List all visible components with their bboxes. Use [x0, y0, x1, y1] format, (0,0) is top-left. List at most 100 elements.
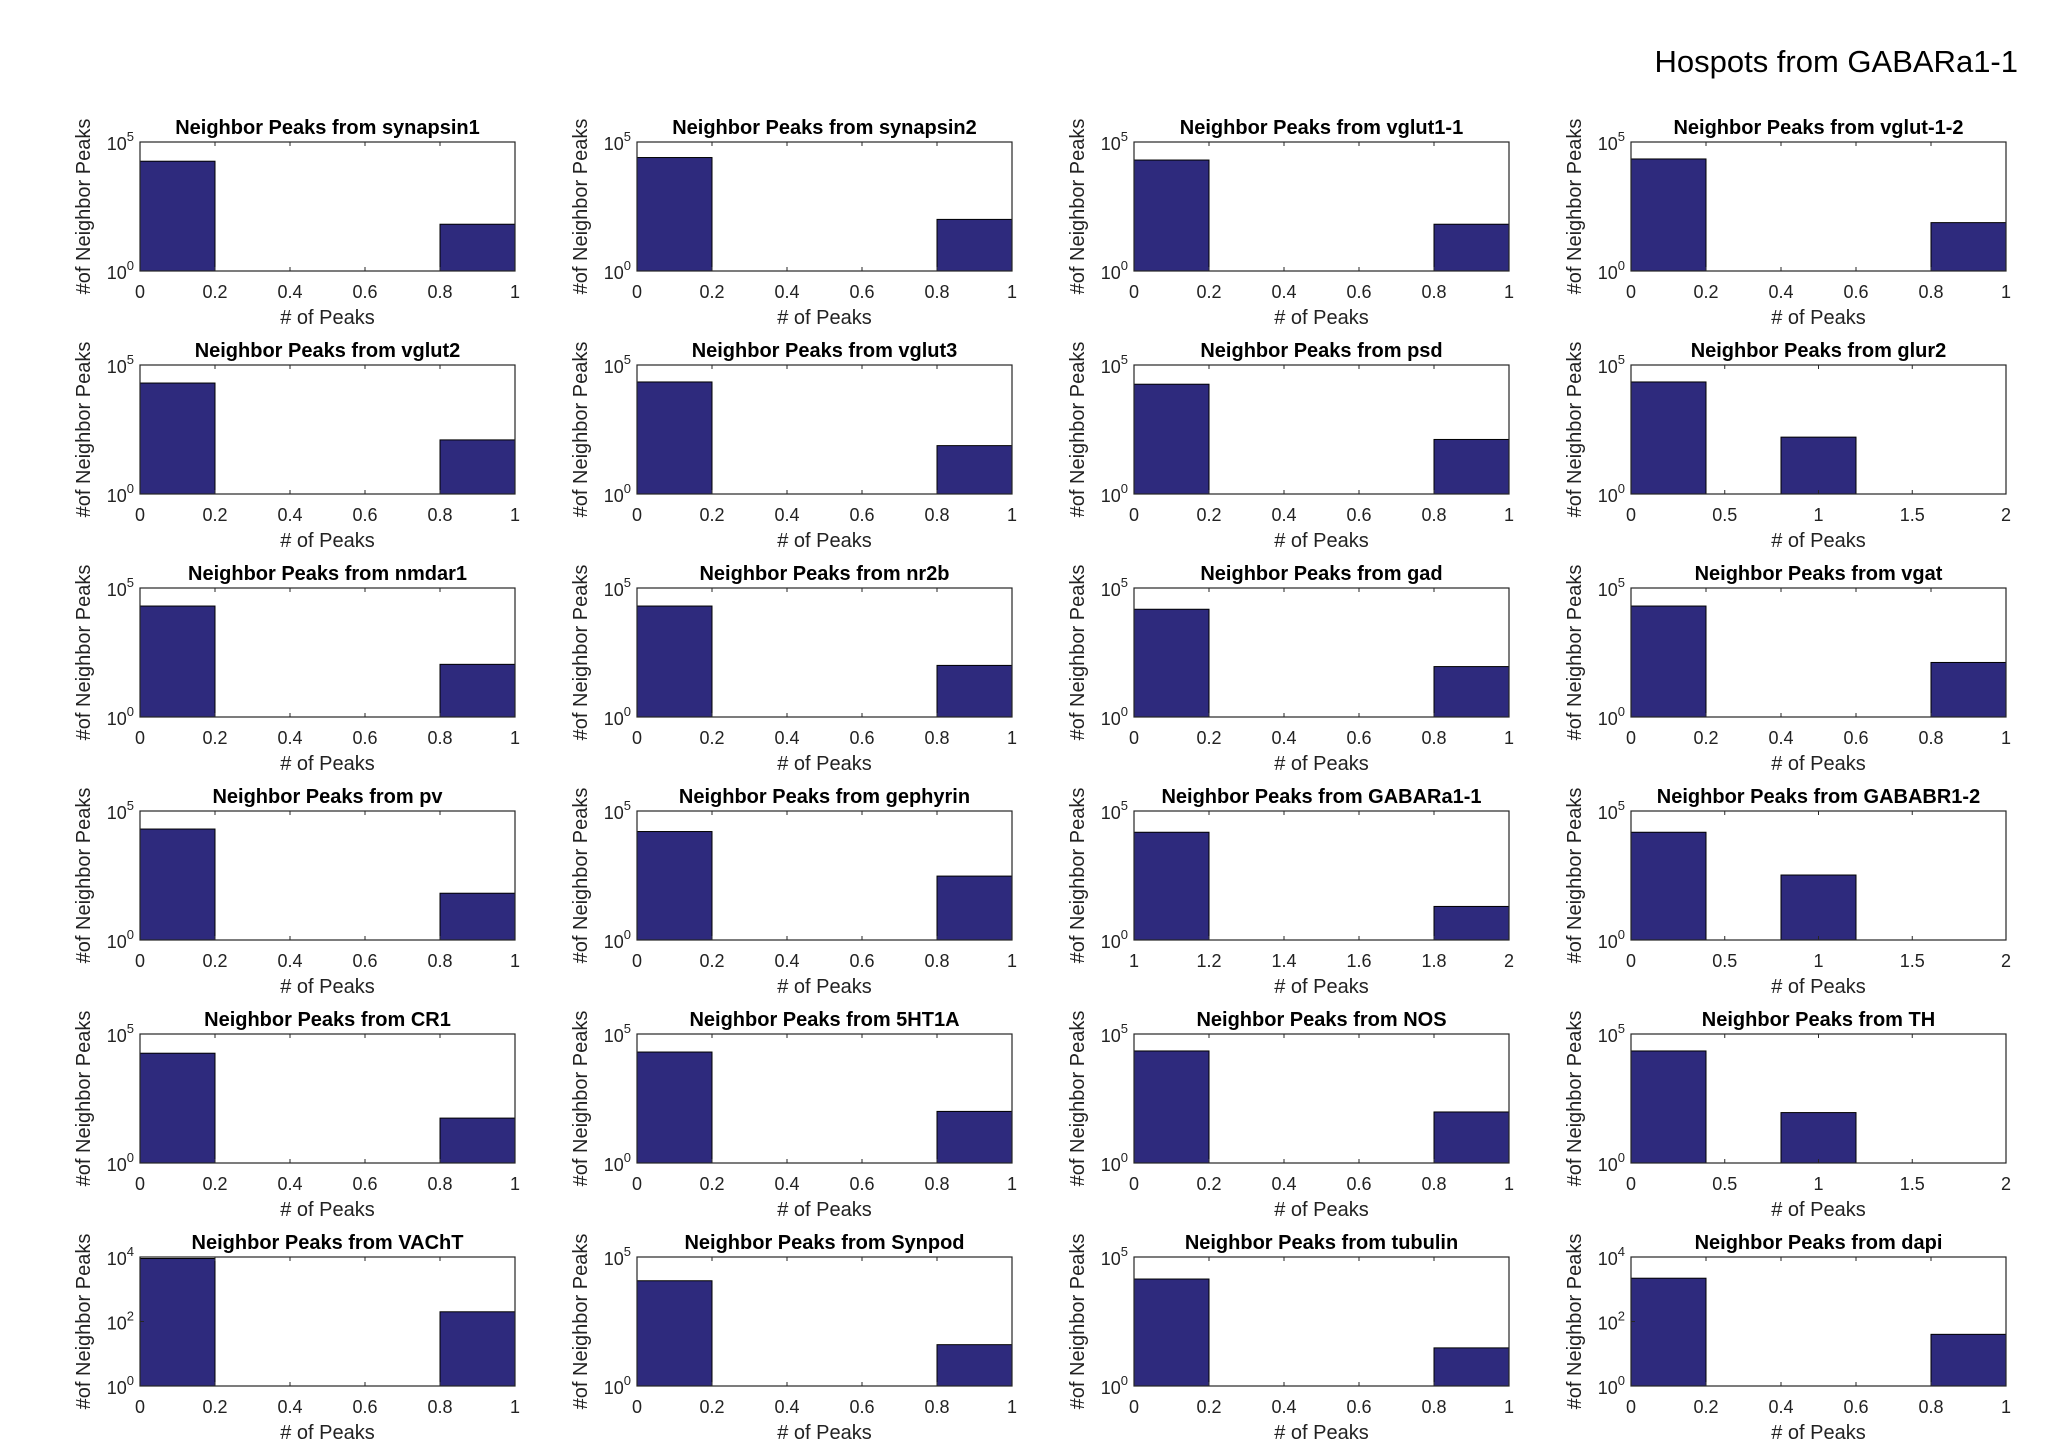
y-tick-label: 100 — [107, 1373, 134, 1398]
histogram-bar — [1930, 222, 2007, 272]
x-tick-label: 0.6 — [1346, 1174, 1371, 1194]
x-tick-label: 0 — [135, 282, 145, 302]
x-tick-label: 0.5 — [1712, 1174, 1737, 1194]
x-tick-label: 0.6 — [1346, 1397, 1371, 1417]
x-tick-label: 0.4 — [774, 505, 799, 525]
y-tick-label: 105 — [604, 129, 631, 154]
histogram-bar — [936, 875, 1013, 941]
histogram-bar — [439, 439, 516, 495]
y-axis-label: #of Neighbor Peaks — [73, 342, 95, 518]
x-tick-label: 0.6 — [849, 728, 874, 748]
x-tick-label: 0.2 — [699, 505, 724, 525]
y-tick-label: 105 — [1101, 1244, 1128, 1269]
x-tick-label: 0 — [1129, 282, 1139, 302]
subplot-title: Neighbor Peaks from pv — [212, 786, 443, 808]
x-tick-label: 0.6 — [1346, 728, 1371, 748]
histogram-bar — [139, 382, 216, 495]
y-tick-label: 102 — [107, 1309, 134, 1334]
x-tick-label: 0 — [1129, 728, 1139, 748]
x-tick-label: 2 — [1504, 951, 1514, 971]
x-tick-label: 0.8 — [427, 1397, 452, 1417]
y-tick-label: 100 — [604, 1373, 631, 1398]
x-tick-label: 1 — [1813, 951, 1823, 971]
x-tick-label: 1 — [2001, 282, 2011, 302]
subplot: 0 0.2 0.4 0.6 0.8 1 100 105 Neighbor Peaks from … — [73, 117, 520, 329]
y-tick-label: 100 — [1101, 1373, 1128, 1398]
y-axis-label: #of Neighbor Peaks — [1067, 1234, 1089, 1410]
subplot-title: Neighbor Peaks from GABABR1-2 — [1657, 786, 1980, 808]
y-tick-label: 104 — [107, 1244, 134, 1269]
x-axis-label: # of Peaks — [1274, 530, 1369, 552]
x-axis-label: # of Peaks — [1274, 753, 1369, 775]
histogram-bar — [139, 828, 216, 941]
axes-box — [139, 1033, 516, 1164]
axes-box — [1133, 1033, 1510, 1164]
histogram-bar — [1433, 1111, 1510, 1164]
x-tick-label: 0 — [135, 505, 145, 525]
subplot-title: Neighbor Peaks from TH — [1702, 1009, 1935, 1031]
y-tick-label: 100 — [107, 1150, 134, 1175]
subplot-title: Neighbor Peaks from synapsin2 — [672, 117, 977, 139]
x-tick-label: 1 — [1504, 1174, 1514, 1194]
x-tick-label: 0.2 — [1196, 282, 1221, 302]
x-tick-label: 0.8 — [924, 1174, 949, 1194]
histogram-bar — [1433, 438, 1510, 495]
histogram-bar — [1433, 223, 1510, 272]
y-axis-label: #of Neighbor Peaks — [1067, 119, 1089, 295]
y-axis-label: #of Neighbor Peaks — [570, 788, 592, 964]
subplot: 0 0.2 0.4 0.6 0.8 1 100 105 Neighbor Peaks from … — [570, 563, 1017, 775]
x-tick-label: 0.6 — [1843, 728, 1868, 748]
x-tick-label: 0 — [632, 951, 642, 971]
y-tick-label: 105 — [107, 575, 134, 600]
axes-box — [1630, 141, 2007, 272]
x-tick-label: 0.6 — [1843, 282, 1868, 302]
x-tick-label: 0.8 — [427, 1174, 452, 1194]
y-tick-label: 105 — [1598, 1021, 1625, 1046]
histogram-bar — [636, 157, 713, 272]
y-tick-label: 100 — [604, 704, 631, 729]
histogram-bar — [936, 445, 1013, 495]
x-tick-label: 0.2 — [699, 1174, 724, 1194]
x-tick-label: 0.4 — [1271, 282, 1296, 302]
x-axis-label: # of Peaks — [280, 530, 375, 552]
histogram-bar — [1133, 383, 1210, 495]
x-tick-label: 1 — [510, 728, 520, 748]
y-tick-label: 105 — [1101, 352, 1128, 377]
x-tick-label: 0.6 — [352, 728, 377, 748]
x-tick-label: 1 — [1504, 1397, 1514, 1417]
x-tick-label: 0 — [1626, 951, 1636, 971]
x-tick-label: 0.6 — [1346, 505, 1371, 525]
x-tick-label: 0.8 — [1918, 282, 1943, 302]
y-axis-label: #of Neighbor Peaks — [570, 119, 592, 295]
x-tick-label: 0.8 — [1918, 1397, 1943, 1417]
x-tick-label: 1 — [510, 505, 520, 525]
x-tick-label: 0.6 — [849, 1174, 874, 1194]
x-tick-label: 0.8 — [427, 282, 452, 302]
x-axis-label: # of Peaks — [280, 307, 375, 329]
x-tick-label: 0 — [1626, 1174, 1636, 1194]
x-tick-label: 0.8 — [1421, 728, 1446, 748]
x-tick-label: 1.5 — [1900, 1174, 1925, 1194]
histogram-bar — [936, 664, 1013, 718]
subplot: 0 0.2 0.4 0.6 0.8 1 100 105 Neighbor Peaks from … — [1564, 117, 2011, 329]
histogram-bar — [1630, 605, 1707, 718]
y-axis-label: #of Neighbor Peaks — [1564, 342, 1586, 518]
histogram-bar — [936, 218, 1013, 272]
x-tick-label: 1.4 — [1271, 951, 1296, 971]
y-axis-label: #of Neighbor Peaks — [1067, 342, 1089, 518]
x-axis-label: # of Peaks — [280, 753, 375, 775]
subplot: 0 0.5 1 1.5 2 100 105 Neighbor Peaks from GABAB… — [1564, 786, 2011, 998]
subplot: 0 0.2 0.4 0.6 0.8 1 100 105 Neighbor Peaks from … — [570, 340, 1017, 552]
x-tick-label: 0.4 — [774, 951, 799, 971]
histogram-bar — [139, 605, 216, 718]
x-tick-label: 1 — [2001, 728, 2011, 748]
y-tick-label: 105 — [1598, 352, 1625, 377]
x-tick-label: 0.6 — [849, 282, 874, 302]
y-tick-label: 105 — [604, 798, 631, 823]
x-tick-label: 0.6 — [1346, 282, 1371, 302]
x-axis-label: # of Peaks — [280, 1199, 375, 1221]
x-axis-label: # of Peaks — [280, 1422, 375, 1444]
y-tick-label: 100 — [1598, 704, 1625, 729]
x-axis-label: # of Peaks — [1274, 307, 1369, 329]
histogram-bar — [1133, 831, 1210, 941]
